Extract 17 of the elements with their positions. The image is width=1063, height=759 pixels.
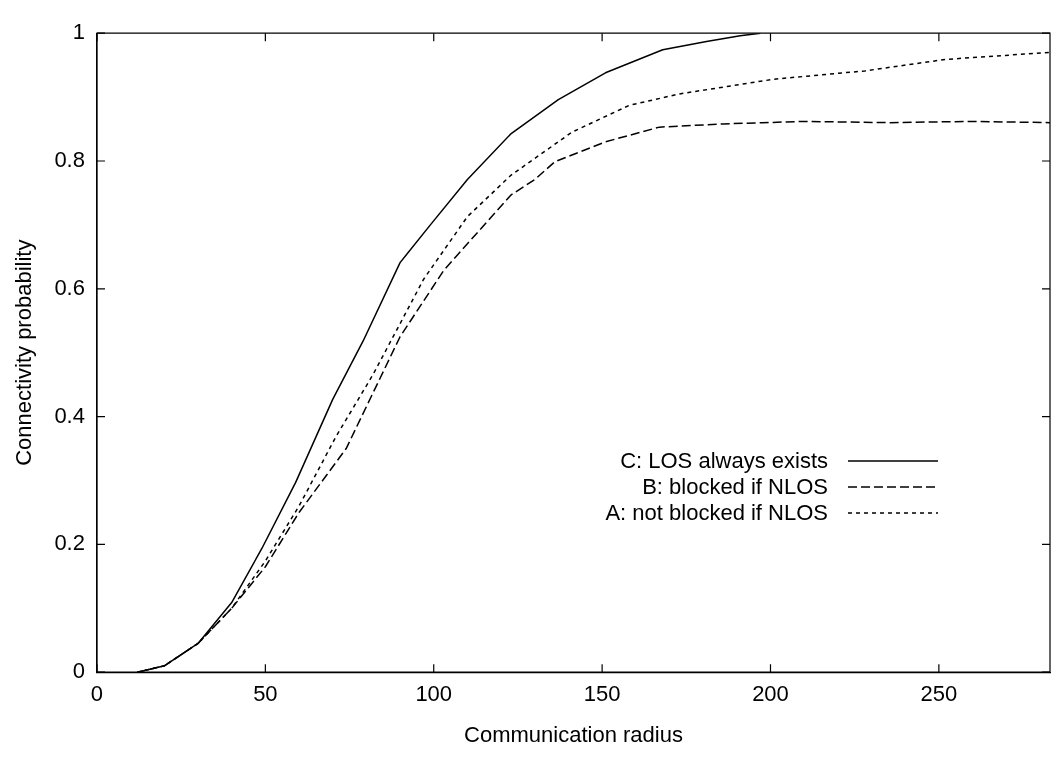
x-tick-label: 150	[583, 681, 621, 707]
y-tick-label: 0.8	[54, 147, 85, 173]
y-tick-label: 0.6	[54, 274, 85, 300]
legend-label: C: LOS always exists	[619, 448, 828, 474]
x-tick-label: 100	[415, 681, 453, 707]
x-tick-label: 50	[253, 681, 278, 707]
y-tick-label: 0.4	[54, 402, 85, 428]
y-tick-label: 0	[72, 658, 85, 684]
legend-label: A: not blocked if NLOS	[605, 500, 828, 526]
x-tick-label: 0	[90, 681, 104, 707]
y-tick-label: 1	[72, 19, 85, 45]
x-tick-label: 250	[920, 681, 958, 707]
x-tick-label: 200	[752, 681, 789, 707]
legend-label: B: blocked if NLOS	[641, 474, 828, 500]
y-axis-title: Connectivity probability	[11, 239, 37, 466]
y-tick-label: 0.2	[54, 530, 85, 556]
x-axis-title: Communication radius	[464, 721, 683, 747]
